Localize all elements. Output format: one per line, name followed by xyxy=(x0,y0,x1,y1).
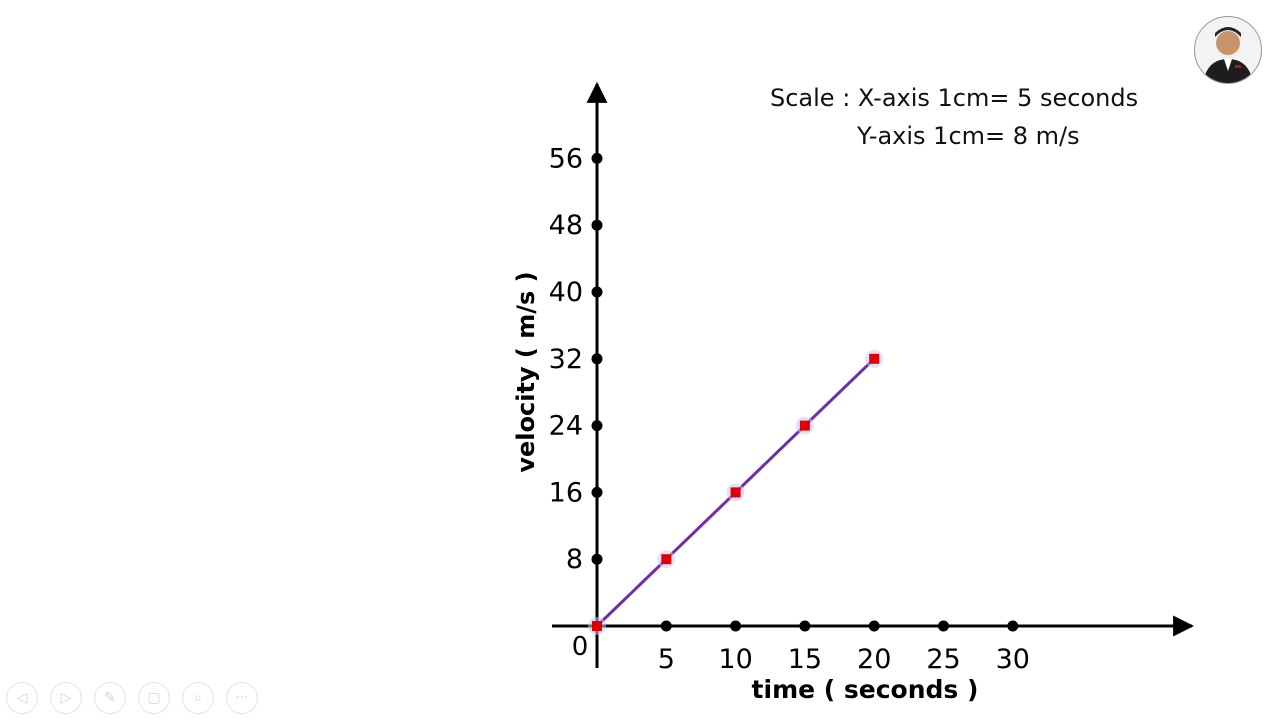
y-tick-label: 24 xyxy=(549,411,583,442)
data-point xyxy=(730,487,741,498)
x-axis-label: time ( seconds ) xyxy=(752,675,979,704)
data-point xyxy=(661,554,672,565)
scale-note-y: Y-axis 1cm= 8 m/s xyxy=(857,122,1080,150)
y-tick-label: 56 xyxy=(549,143,583,174)
x-tick-label: 15 xyxy=(788,644,822,675)
y-axis-label: velocity ( m/s ) xyxy=(512,271,540,472)
data-point xyxy=(869,353,880,364)
y-tick-mark xyxy=(591,353,603,365)
x-tick-mark xyxy=(938,620,949,632)
x-tick-label: 5 xyxy=(658,644,675,675)
pen-icon[interactable]: ✎ xyxy=(94,682,126,714)
x-tick-label: 20 xyxy=(857,644,891,675)
data-point xyxy=(799,420,810,431)
y-tick-mark xyxy=(591,486,603,498)
x-tick-mark xyxy=(1007,620,1019,632)
person-icon xyxy=(1203,27,1253,83)
zoom-icon[interactable]: ⌕ xyxy=(182,682,214,714)
previous-icon[interactable]: ◁ xyxy=(6,682,38,714)
x-tick-mark xyxy=(868,620,880,632)
next-icon[interactable]: ▷ xyxy=(50,682,82,714)
y-tick-mark xyxy=(591,420,603,432)
y-ticks: 8 16 24 32 40 48 56 xyxy=(549,143,603,575)
x-tick-label: 30 xyxy=(996,644,1030,675)
y-tick-label: 40 xyxy=(549,277,583,308)
x-ticks: 5 10 15 20 25 30 xyxy=(658,620,1030,675)
slides-icon[interactable]: ▢ xyxy=(138,682,170,714)
y-tick-label: 8 xyxy=(566,544,583,575)
y-tick-mark xyxy=(591,152,603,164)
x-tick-mark xyxy=(799,620,811,632)
origin-label: 0 xyxy=(572,632,589,662)
y-tick-mark xyxy=(591,219,603,231)
y-tick-mark xyxy=(591,553,603,565)
slideshow-toolbar: ◁ ▷ ✎ ▢ ⌕ ··· xyxy=(6,682,258,714)
presenter-avatar xyxy=(1194,16,1262,84)
series xyxy=(588,349,884,635)
y-tick-label: 16 xyxy=(549,477,583,508)
x-tick-mark xyxy=(660,620,672,632)
y-tick-label: 48 xyxy=(549,210,583,241)
x-tick-label: 10 xyxy=(718,644,752,675)
x-tick-label: 25 xyxy=(926,644,960,675)
more-icon[interactable]: ··· xyxy=(226,682,258,714)
x-tick-mark xyxy=(730,620,742,632)
y-tick-mark xyxy=(591,286,603,298)
y-tick-label: 32 xyxy=(549,344,583,375)
data-point xyxy=(592,621,602,631)
scale-note-x: Scale : X-axis 1cm= 5 seconds xyxy=(770,84,1139,112)
